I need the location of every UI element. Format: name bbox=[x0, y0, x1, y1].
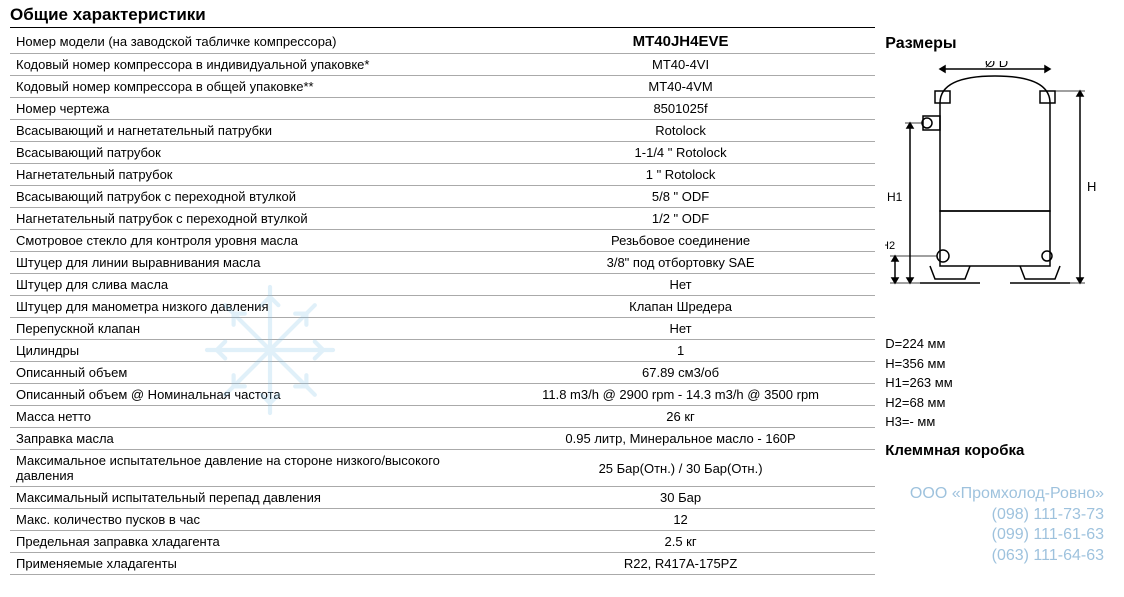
spec-label: Всасывающий патрубок bbox=[10, 142, 486, 164]
spec-table: Номер модели (на заводской табличке комп… bbox=[10, 30, 875, 575]
spec-label: Кодовый номер компрессора в индивидуальн… bbox=[10, 54, 486, 76]
spec-value: R22, R417A-175PZ bbox=[486, 553, 875, 575]
table-row: Максимальный испытательный перепад давле… bbox=[10, 487, 875, 509]
spec-value: 3/8" под отбортовку SAE bbox=[486, 252, 875, 274]
spec-label: Предельная заправка хладагента bbox=[10, 531, 486, 553]
spec-label: Смотровое стекло для контроля уровня мас… bbox=[10, 230, 486, 252]
table-row: Перепускной клапанНет bbox=[10, 318, 875, 340]
spec-value: Rotolock bbox=[486, 120, 875, 142]
spec-label: Максимальное испытательное давление на с… bbox=[10, 450, 486, 487]
spec-label: Всасывающий и нагнетательный патрубки bbox=[10, 120, 486, 142]
table-row: Номер чертежа8501025f bbox=[10, 98, 875, 120]
dim-d: D=224 мм bbox=[885, 334, 1114, 354]
spec-value: 8501025f bbox=[486, 98, 875, 120]
spec-value: 1-1/4 " Rotolock bbox=[486, 142, 875, 164]
spec-value: 12 bbox=[486, 509, 875, 531]
spec-label: Максимальный испытательный перепад давле… bbox=[10, 487, 486, 509]
table-row: Применяемые хладагентыR22, R417A-175PZ bbox=[10, 553, 875, 575]
compressor-diagram: Ø D H H1 H2 bbox=[885, 61, 1105, 321]
spec-value: 11.8 m3/h @ 2900 rpm - 14.3 m3/h @ 3500 … bbox=[486, 384, 875, 406]
table-row: Штуцер для линии выравнивания масла3/8" … bbox=[10, 252, 875, 274]
spec-label: Номер чертежа bbox=[10, 98, 486, 120]
table-row: Штуцер для слива маслаНет bbox=[10, 274, 875, 296]
spec-value: MT40JH4EVE bbox=[486, 30, 875, 54]
spec-label: Масса нетто bbox=[10, 406, 486, 428]
spec-label: Применяемые хладагенты bbox=[10, 553, 486, 575]
spec-value: Резьбовое соединение bbox=[486, 230, 875, 252]
dim-label-h: H bbox=[1087, 179, 1096, 194]
table-row: Максимальное испытательное давление на с… bbox=[10, 450, 875, 487]
table-row: Заправка масла0.95 литр, Минеральное мас… bbox=[10, 428, 875, 450]
dim-label-h2: H2 bbox=[885, 240, 895, 252]
table-row: Номер модели (на заводской табличке комп… bbox=[10, 30, 875, 54]
table-row: Предельная заправка хладагента2.5 кг bbox=[10, 531, 875, 553]
spec-value: 0.95 литр, Минеральное масло - 160P bbox=[486, 428, 875, 450]
spec-label: Заправка масла bbox=[10, 428, 486, 450]
spec-label: Макс. количество пусков в час bbox=[10, 509, 486, 531]
spec-value: 67.89 см3/об bbox=[486, 362, 875, 384]
dimensions-title: Размеры bbox=[885, 35, 1114, 53]
spec-label: Описанный объем @ Номинальная частота bbox=[10, 384, 486, 406]
table-row: Нагнетательный патрубок1 " Rotolock bbox=[10, 164, 875, 186]
spec-value: 25 Бар(Отн.) / 30 Бар(Отн.) bbox=[486, 450, 875, 487]
dim-h3: H3=- мм bbox=[885, 412, 1114, 432]
table-row: Цилиндры1 bbox=[10, 340, 875, 362]
dim-h2: H2=68 мм bbox=[885, 393, 1114, 413]
spec-value: MT40-4VI bbox=[486, 54, 875, 76]
table-row: Масса нетто26 кг bbox=[10, 406, 875, 428]
table-row: Описанный объем67.89 см3/об bbox=[10, 362, 875, 384]
spec-label: Перепускной клапан bbox=[10, 318, 486, 340]
spec-value: 30 Бар bbox=[486, 487, 875, 509]
spec-label: Всасывающий патрубок с переходной втулко… bbox=[10, 186, 486, 208]
spec-label: Цилиндры bbox=[10, 340, 486, 362]
dimensions-list: D=224 мм H=356 мм H1=263 мм H2=68 мм H3=… bbox=[885, 334, 1114, 432]
table-row: Кодовый номер компрессора в общей упаков… bbox=[10, 76, 875, 98]
spec-value: 5/8 " ODF bbox=[486, 186, 875, 208]
table-row: Смотровое стекло для контроля уровня мас… bbox=[10, 230, 875, 252]
table-row: Штуцер для манометра низкого давленияКла… bbox=[10, 296, 875, 318]
table-row: Всасывающий и нагнетательный патрубкиRot… bbox=[10, 120, 875, 142]
spec-value: 26 кг bbox=[486, 406, 875, 428]
spec-label: Номер модели (на заводской табличке комп… bbox=[10, 30, 486, 54]
spec-label: Нагнетательный патрубок bbox=[10, 164, 486, 186]
spec-value: Нет bbox=[486, 274, 875, 296]
dim-h: H=356 мм bbox=[885, 354, 1114, 374]
spec-label: Штуцер для слива масла bbox=[10, 274, 486, 296]
table-row: Всасывающий патрубок1-1/4 " Rotolock bbox=[10, 142, 875, 164]
table-row: Описанный объем @ Номинальная частота11.… bbox=[10, 384, 875, 406]
spec-value: MT40-4VM bbox=[486, 76, 875, 98]
section-title: Общие характеристики bbox=[10, 5, 875, 28]
spec-value: 2.5 кг bbox=[486, 531, 875, 553]
spec-label: Штуцер для манометра низкого давления bbox=[10, 296, 486, 318]
spec-label: Штуцер для линии выравнивания масла bbox=[10, 252, 486, 274]
table-row: Кодовый номер компрессора в индивидуальн… bbox=[10, 54, 875, 76]
spec-value: 1 bbox=[486, 340, 875, 362]
dim-h1: H1=263 мм bbox=[885, 373, 1114, 393]
dim-label-h1: H1 bbox=[887, 190, 903, 204]
terminal-box-title: Клеммная коробка bbox=[885, 442, 1114, 459]
spec-value: 1 " Rotolock bbox=[486, 164, 875, 186]
spec-label: Описанный объем bbox=[10, 362, 486, 384]
spec-value: 1/2 " ODF bbox=[486, 208, 875, 230]
dim-label-d: Ø D bbox=[985, 61, 1008, 70]
table-row: Всасывающий патрубок с переходной втулко… bbox=[10, 186, 875, 208]
spec-label: Кодовый номер компрессора в общей упаков… bbox=[10, 76, 486, 98]
spec-value: Нет bbox=[486, 318, 875, 340]
table-row: Макс. количество пусков в час12 bbox=[10, 509, 875, 531]
table-row: Нагнетательный патрубок с переходной вту… bbox=[10, 208, 875, 230]
spec-label: Нагнетательный патрубок с переходной вту… bbox=[10, 208, 486, 230]
spec-value: Клапан Шредера bbox=[486, 296, 875, 318]
